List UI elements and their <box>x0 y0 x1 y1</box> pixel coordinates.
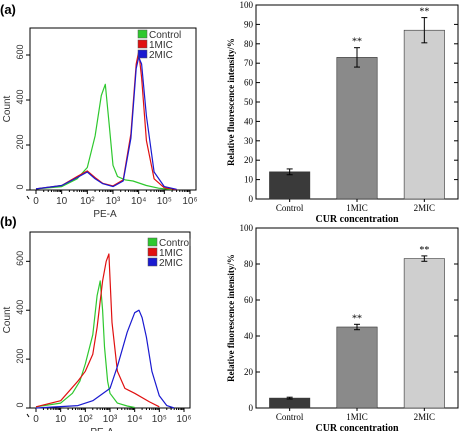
y-axis-label: Relative fluorescence intensity/% <box>226 254 236 382</box>
series-line-2mic <box>35 56 177 190</box>
x-axis-label: PE-A <box>93 209 117 220</box>
y-tick-label: 40 <box>244 116 254 126</box>
flow-histogram-a: 0 10 10² 10³ 10⁴ 10⁵ 10⁶ 0 200 400 600 PE-A Count Con… <box>2 27 198 220</box>
legend-swatch-2mic <box>147 257 158 267</box>
legend-label-1mic: 1MIC <box>159 248 183 259</box>
series-line-control <box>35 280 135 409</box>
bar-chart-a: 0 10 20 30 40 50 60 70 80 90 100 Control ** 1MIC ** 2MI… <box>226 0 459 225</box>
series-line-1mic <box>35 253 160 408</box>
bar-1mic <box>336 326 378 409</box>
panel-label-a: (a) <box>0 2 16 17</box>
legend-swatch-2mic <box>137 49 148 59</box>
significance-label-1mic: ** <box>352 37 362 48</box>
y-tick-label: 80 <box>244 259 254 269</box>
y-tick-label: 50 <box>244 97 254 107</box>
legend-label-2mic: 2MIC <box>159 258 183 269</box>
legend-swatch-1mic <box>147 247 158 257</box>
y-tick-label: 100 <box>240 0 254 10</box>
significance-label-2mic: ** <box>419 245 429 256</box>
legend-swatch-control <box>137 29 148 39</box>
y-axis-label: Count <box>2 95 13 122</box>
y-tick-label: 20 <box>244 367 254 377</box>
y-tick-label: 90 <box>244 19 254 29</box>
y-tick-label: 0 <box>249 403 254 413</box>
y-tick-label: 600 <box>15 251 25 266</box>
legend-label-control: Control <box>159 238 191 249</box>
y-tick-label: 600 <box>15 44 25 59</box>
x-tick-label: 10⁶ <box>182 196 197 207</box>
x-tick-label-control: Control <box>276 203 304 213</box>
y-tick-label: 0 <box>249 194 254 204</box>
flow-histogram-b: 0 10 10² 10³ 10⁴ 10⁵ 10⁶ 0 200 400 600 PE-A Count Con… <box>2 231 192 431</box>
legend-label-control: Control <box>149 30 181 41</box>
bar-1mic <box>336 57 378 200</box>
y-tick-label: 0 <box>15 402 25 407</box>
y-tick-label: 70 <box>244 58 254 68</box>
x-tick-label: 10⁵ <box>157 196 172 207</box>
y-tick-label: 60 <box>244 78 254 88</box>
x-tick-label: 10³ <box>106 196 121 207</box>
y-tick-label: 0 <box>15 184 25 189</box>
x-tick-label: 10 <box>55 414 67 425</box>
x-tick-label: 10² <box>78 414 93 425</box>
series-line-1mic <box>35 50 177 191</box>
axis-break-mark <box>26 413 30 418</box>
x-tick-label: 10⁵ <box>152 414 167 425</box>
x-tick-label: 0 <box>33 196 39 207</box>
significance-label-2mic: ** <box>419 7 429 18</box>
y-axis-label: Relative fluorescence intensity/% <box>226 38 236 166</box>
x-axis-label: CUR concentration <box>315 214 398 225</box>
x-axis-label: CUR concentration <box>315 423 398 431</box>
y-tick-label: 30 <box>244 136 254 146</box>
bar-2mic <box>403 29 445 200</box>
y-tick-label: 400 <box>15 89 25 104</box>
x-tick-label: 10⁶ <box>176 414 191 425</box>
y-tick-label: 60 <box>244 295 254 305</box>
bar-control <box>269 397 311 409</box>
series-line-control <box>35 83 173 191</box>
significance-label-1mic: ** <box>352 313 362 324</box>
y-tick-label: 200 <box>15 349 25 364</box>
x-tick-label-2mic: 2MIC <box>414 412 436 422</box>
x-tick-label-control: Control <box>276 412 304 422</box>
legend-label-2mic: 2MIC <box>149 50 173 61</box>
x-tick-label-2mic: 2MIC <box>414 203 436 213</box>
y-tick-label: 200 <box>15 134 25 149</box>
axis-break-mark <box>26 195 30 200</box>
x-tick-label: 10 <box>56 196 68 207</box>
series-line-2mic <box>35 309 175 409</box>
y-tick-label: 20 <box>244 155 254 165</box>
legend-label-1mic: 1MIC <box>149 40 173 51</box>
bar-2mic <box>403 258 445 409</box>
y-tick-label: 80 <box>244 39 254 49</box>
x-tick-label-1mic: 1MIC <box>346 412 368 422</box>
y-tick-label: 10 <box>244 175 254 185</box>
y-tick-label: 100 <box>240 223 254 233</box>
x-tick-label: 10⁴ <box>131 196 146 207</box>
x-tick-label: 10² <box>80 196 95 207</box>
legend-swatch-1mic <box>137 39 148 49</box>
y-tick-label: 400 <box>15 300 25 315</box>
panel-label-b: (b) <box>0 214 17 229</box>
x-tick-label: 10⁴ <box>127 414 142 425</box>
x-tick-label: 0 <box>33 414 39 425</box>
bar-control <box>269 171 311 200</box>
x-tick-label: 10³ <box>103 414 118 425</box>
x-tick-label-1mic: 1MIC <box>346 203 368 213</box>
y-axis-label: Count <box>2 306 13 333</box>
y-tick-label: 40 <box>244 331 254 341</box>
x-axis-label: PE-A <box>90 427 114 431</box>
legend-swatch-control <box>147 237 158 247</box>
bar-chart-b: 0 20 40 60 80 100 Control ** 1MIC ** 2MIC CUR conce… <box>226 223 459 431</box>
